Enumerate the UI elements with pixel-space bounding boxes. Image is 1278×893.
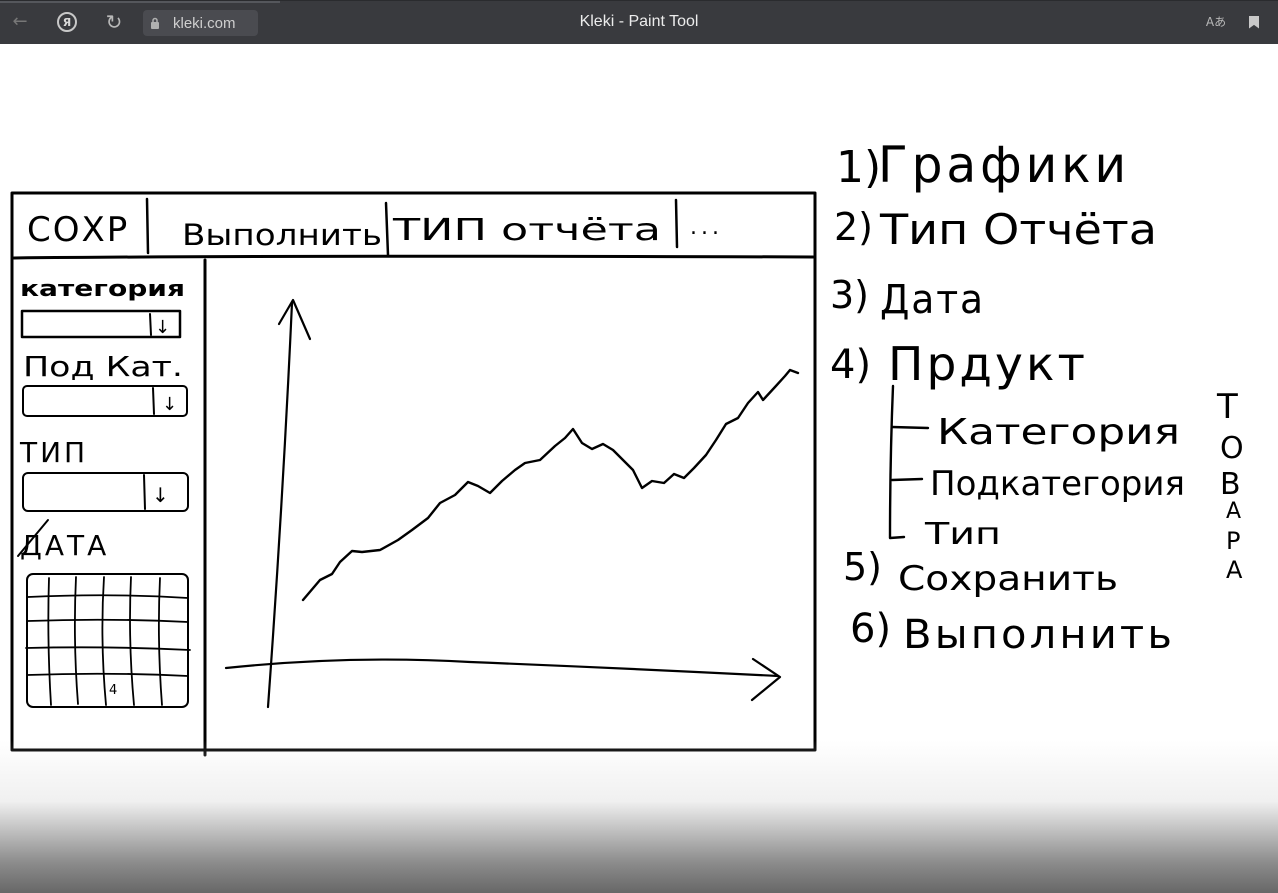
- note-num: 2): [834, 205, 873, 249]
- note-subcategory: Подкатегория: [930, 464, 1185, 504]
- chart-y-axis-arrowhead: [277, 298, 312, 341]
- mockup-run-tab: Выполнить: [182, 218, 382, 252]
- reload-icon[interactable]: ↻: [105, 10, 123, 34]
- note-run: Выполнить: [903, 612, 1175, 658]
- mockup-report-type-tab: ТИП отчёта: [392, 213, 661, 248]
- side-word-letter: В: [1220, 467, 1241, 502]
- mockup-date-label: ДАТА: [20, 529, 109, 562]
- side-word-letter: О: [1220, 431, 1244, 466]
- mockup-category-label: категория: [20, 277, 185, 302]
- toolbar-separator: [384, 201, 390, 257]
- toolbar-separator: [145, 197, 150, 255]
- page-title: Kleki - Paint Tool: [579, 13, 699, 30]
- tab-strip: [0, 1, 280, 3]
- note-type: Тип: [924, 517, 1001, 552]
- mockup-type-label: ТИП: [19, 436, 88, 469]
- notes-list: 1) Графики 2) Тип Отчёта 3) Дата 4) Прду…: [830, 136, 1244, 658]
- translate-icon[interactable]: Aあ: [1205, 15, 1227, 29]
- side-word-letter: А: [1226, 499, 1241, 524]
- product-tree-branch: [890, 425, 930, 430]
- mockup-subcategory-arrow: ↓: [162, 394, 177, 415]
- side-word-letter: А: [1226, 556, 1243, 584]
- chart-y-axis: [266, 301, 294, 709]
- note-num: 1): [836, 142, 881, 193]
- mockup-category-arrow: ↓: [155, 317, 170, 338]
- mockup-type-arrow: ↓: [152, 483, 169, 507]
- select-divider: [152, 387, 155, 415]
- product-tree-branch: [890, 477, 924, 482]
- mockup-subcategory-label: Под Кат.: [23, 350, 183, 383]
- note-num: 3): [830, 273, 869, 317]
- mockup-calendar-grid: [25, 573, 191, 708]
- note-num: 5): [843, 545, 882, 589]
- sketch: СОХР Выполнить ТИП отчёта ... категория …: [10, 136, 1244, 757]
- browser-toolbar: ← Я ↻ kleki.com Kleki - Paint Tool Aあ: [0, 0, 1278, 45]
- mockup-more-tab: ...: [690, 215, 723, 240]
- mockup-category-select: [20, 309, 182, 339]
- note-product: Прдукт: [888, 337, 1088, 391]
- side-word-letter: Р: [1226, 527, 1240, 555]
- mockup-type-select: [22, 472, 189, 512]
- note-charts: Графики: [878, 136, 1130, 194]
- note-save: Сохранить: [898, 559, 1118, 599]
- date-strike: [17, 519, 49, 557]
- address-bar[interactable]: kleki.com: [143, 10, 258, 36]
- note-num: 4): [830, 342, 871, 388]
- mockup-save-tab: СОХР: [27, 210, 129, 250]
- mockup-toolbar-divider: [12, 254, 815, 260]
- drawing-canvas[interactable]: СОХР Выполнить ТИП отчёта ... категория …: [0, 44, 1278, 893]
- note-date: Дата: [880, 277, 985, 323]
- note-num: 6): [850, 606, 891, 652]
- chart-line: [301, 368, 800, 602]
- side-word-letter: Т: [1216, 387, 1238, 427]
- url-text[interactable]: kleki.com: [173, 14, 236, 32]
- select-divider: [143, 474, 146, 510]
- select-divider: [149, 313, 152, 336]
- calendar-mark: 4: [109, 683, 117, 698]
- mockup-subcategory-select: [22, 385, 188, 417]
- chart-x-axis: [224, 658, 780, 678]
- lock-icon: [146, 10, 164, 36]
- product-tree-line: [888, 384, 906, 540]
- back-arrow-icon[interactable]: ←: [12, 11, 28, 32]
- bookmark-icon[interactable]: [1243, 11, 1265, 33]
- note-report-type: Тип Отчёта: [879, 205, 1157, 254]
- yandex-icon[interactable]: Я: [56, 11, 78, 33]
- chart-x-axis-arrowhead: [750, 657, 782, 702]
- toolbar-separator: [674, 198, 679, 249]
- note-category: Категория: [937, 412, 1180, 453]
